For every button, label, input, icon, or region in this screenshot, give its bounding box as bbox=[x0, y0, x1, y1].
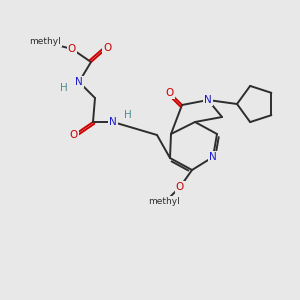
Text: N: N bbox=[209, 152, 217, 162]
Text: H: H bbox=[124, 110, 132, 120]
Text: O: O bbox=[68, 44, 76, 54]
Text: methyl: methyl bbox=[148, 196, 180, 206]
Text: N: N bbox=[204, 95, 212, 105]
Text: O: O bbox=[176, 182, 184, 192]
Text: O: O bbox=[70, 130, 78, 140]
Text: N: N bbox=[75, 77, 83, 87]
Text: N: N bbox=[109, 117, 117, 127]
Text: O: O bbox=[103, 43, 111, 53]
Text: O: O bbox=[166, 88, 174, 98]
Text: H: H bbox=[60, 83, 68, 93]
Text: methyl: methyl bbox=[29, 38, 61, 46]
